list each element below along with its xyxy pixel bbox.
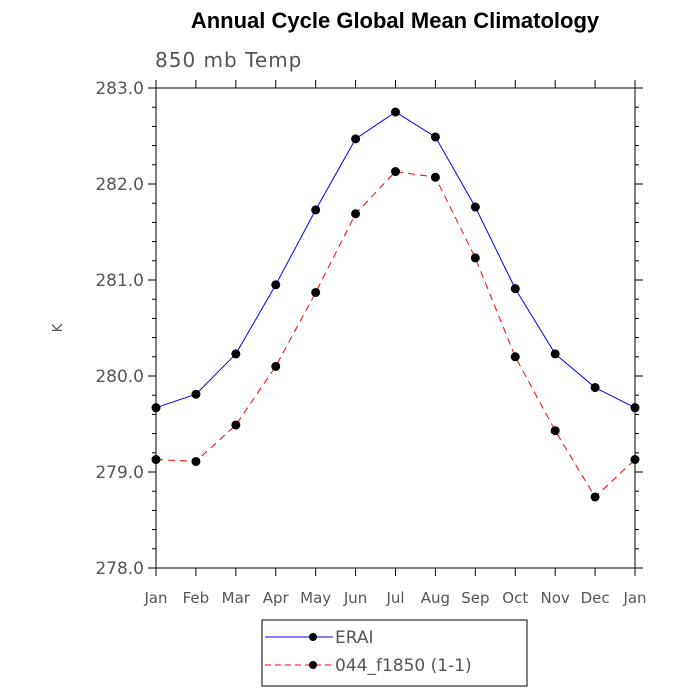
x-tick-label: Jan	[622, 589, 646, 607]
data-point	[311, 205, 321, 215]
y-tick-label: 279.0	[95, 463, 144, 483]
x-tick-label: Apr	[263, 589, 290, 607]
x-tick-label: Oct	[502, 589, 528, 607]
series-layer	[151, 107, 640, 502]
x-tick-label: Jan	[143, 589, 167, 607]
data-point	[191, 389, 201, 399]
plot-frame	[155, 87, 636, 569]
data-point	[151, 455, 161, 465]
y-tick-label: 278.0	[95, 559, 144, 579]
series-line-0	[155, 111, 636, 409]
data-point	[630, 455, 640, 465]
data-point	[391, 107, 400, 117]
data-point	[351, 134, 361, 144]
x-tick-label: Mar	[222, 589, 251, 607]
legend-label-f1850: 044_f1850 (1-1)	[335, 656, 472, 676]
x-tick-label: Aug	[421, 589, 450, 607]
legend: ERAI 044_f1850 (1-1)	[261, 619, 528, 687]
data-point	[430, 132, 440, 142]
y-tick-label: 281.0	[95, 271, 144, 291]
data-point	[510, 352, 520, 362]
legend-label-erai: ERAI	[335, 628, 374, 648]
data-point	[151, 403, 161, 413]
data-point	[590, 492, 600, 502]
x-tick-label: May	[300, 589, 331, 607]
data-point	[470, 253, 480, 263]
chart-title: Annual Cycle Global Mean Climatology	[190, 8, 600, 33]
data-point	[470, 202, 480, 212]
y-tick-label: 282.0	[95, 175, 144, 195]
x-tick-label: Dec	[581, 589, 610, 607]
x-tick-label: Sep	[461, 589, 489, 607]
series-line-1	[155, 170, 636, 498]
legend-marker-erai	[309, 633, 317, 641]
data-point	[590, 383, 600, 393]
x-axis-ticks: Jan Feb Mar Apr May Jun Jul Aug Sep Oct Nov Dec Jan	[143, 80, 647, 607]
data-point	[550, 426, 560, 436]
data-point	[430, 172, 440, 182]
chart-subtitle: 850 mb Temp	[155, 48, 303, 72]
data-point	[630, 403, 640, 413]
x-tick-label: Jun	[343, 589, 367, 607]
legend-box	[261, 619, 528, 687]
data-point	[271, 280, 281, 290]
data-point	[391, 167, 400, 177]
data-point	[311, 287, 321, 297]
x-tick-label: Feb	[183, 589, 210, 607]
data-point	[550, 349, 560, 359]
y-axis-ticks: 278.0 279.0 280.0 281.0 282.0 283.0	[95, 79, 643, 579]
x-tick-label: Jul	[385, 589, 404, 607]
legend-marker-f1850	[309, 661, 317, 669]
data-point	[191, 456, 201, 466]
y-tick-label: 280.0	[95, 367, 144, 387]
y-tick-label: 283.0	[95, 79, 144, 99]
data-point	[231, 349, 241, 359]
y-axis-label: K	[51, 323, 66, 332]
x-tick-label: Nov	[541, 589, 570, 607]
data-point	[271, 361, 281, 371]
data-point	[510, 284, 520, 294]
data-point	[351, 209, 361, 219]
data-point	[231, 420, 241, 430]
